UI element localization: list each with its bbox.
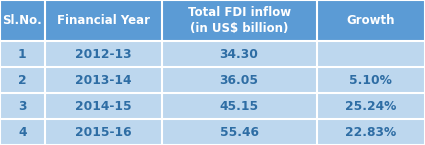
Text: 2012-13: 2012-13: [75, 48, 131, 61]
Bar: [317, 119, 425, 145]
Bar: [45, 41, 162, 67]
Bar: [45, 119, 162, 145]
Text: 45.15: 45.15: [219, 100, 259, 113]
Bar: [0, 41, 45, 67]
Text: 25.24%: 25.24%: [345, 100, 397, 113]
Bar: [45, 0, 162, 41]
Text: 2015-16: 2015-16: [75, 126, 131, 138]
Text: Growth: Growth: [346, 14, 395, 27]
Text: 55.46: 55.46: [220, 126, 258, 138]
Bar: [162, 119, 317, 145]
Bar: [162, 41, 317, 67]
Text: Sl.No.: Sl.No.: [3, 14, 42, 27]
Bar: [0, 67, 45, 93]
Text: 2013-14: 2013-14: [75, 74, 131, 87]
Bar: [317, 67, 425, 93]
Bar: [0, 93, 45, 119]
Bar: [317, 93, 425, 119]
Bar: [45, 67, 162, 93]
Text: Financial Year: Financial Year: [57, 14, 150, 27]
Text: 1: 1: [18, 48, 27, 61]
Text: 2014-15: 2014-15: [75, 100, 131, 113]
Bar: [317, 0, 425, 41]
Bar: [162, 93, 317, 119]
Bar: [45, 93, 162, 119]
Text: 34.30: 34.30: [220, 48, 258, 61]
Bar: [0, 0, 45, 41]
Text: 36.05: 36.05: [220, 74, 258, 87]
Text: 3: 3: [18, 100, 26, 113]
Text: 2: 2: [18, 74, 27, 87]
Text: Total FDI inflow
(in US$ billion): Total FDI inflow (in US$ billion): [187, 6, 291, 35]
Bar: [317, 41, 425, 67]
Text: 22.83%: 22.83%: [345, 126, 397, 138]
Bar: [0, 119, 45, 145]
Text: 5.10%: 5.10%: [349, 74, 392, 87]
Bar: [162, 67, 317, 93]
Bar: [162, 0, 317, 41]
Text: 4: 4: [18, 126, 26, 138]
